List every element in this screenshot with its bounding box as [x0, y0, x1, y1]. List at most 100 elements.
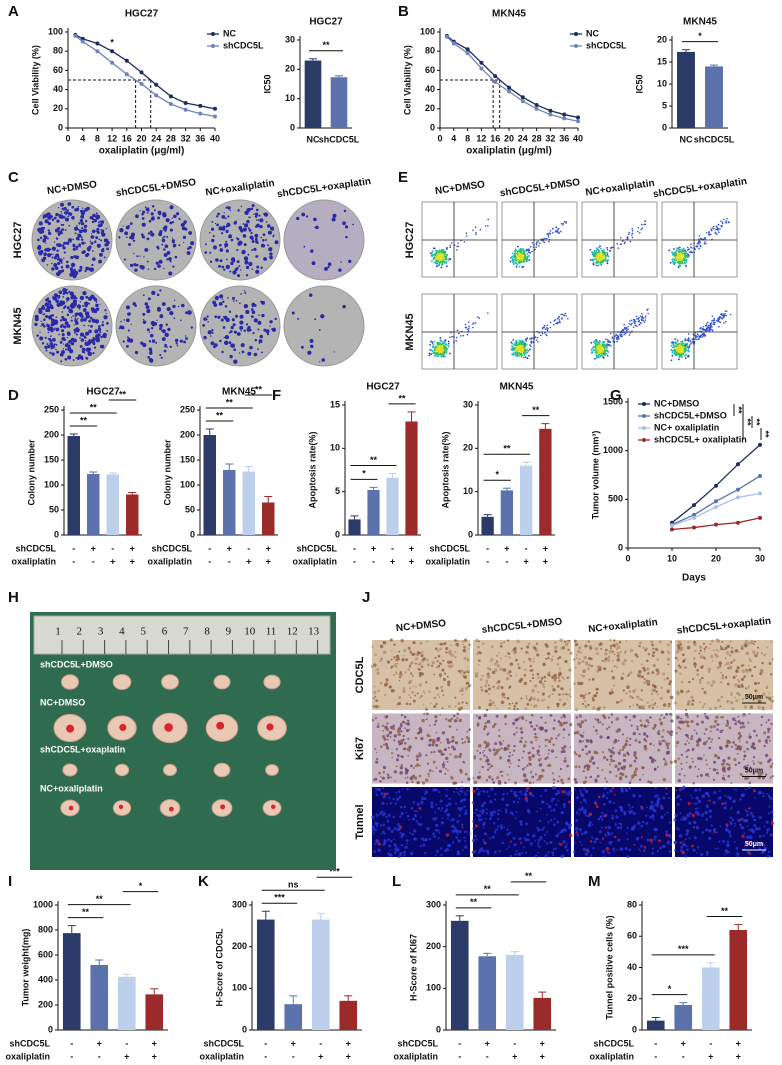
- cell: [722, 648, 725, 651]
- cell: [372, 697, 376, 700]
- condition-sign: -: [682, 1051, 685, 1061]
- colony: [54, 327, 56, 329]
- event: [545, 334, 548, 337]
- colony: [172, 244, 176, 248]
- cell: [383, 737, 387, 741]
- colony: [66, 288, 68, 291]
- colony: [291, 311, 295, 315]
- colony: [64, 321, 69, 326]
- cell: [623, 652, 626, 655]
- colony: [82, 304, 85, 307]
- cell: [682, 653, 685, 657]
- colony: [53, 319, 59, 324]
- y-tick-label: 100: [426, 983, 441, 993]
- event: [689, 340, 691, 342]
- colony: [225, 264, 230, 270]
- event: [725, 310, 728, 313]
- colony: [95, 320, 98, 323]
- cell: [463, 638, 468, 642]
- colony: [231, 318, 235, 322]
- cell: [441, 689, 444, 693]
- cell: [734, 683, 738, 687]
- cell: [677, 647, 680, 650]
- event: [690, 343, 692, 345]
- colony: [227, 206, 231, 210]
- event: [433, 256, 436, 259]
- cell: [525, 697, 528, 700]
- colony: [47, 337, 50, 340]
- tumor-spot: [118, 804, 124, 809]
- group-label: shCDC5L+DMSO: [40, 659, 113, 669]
- colony: [47, 253, 52, 258]
- colony: [271, 327, 277, 332]
- event: [548, 232, 551, 234]
- colony: [155, 261, 159, 265]
- event: [687, 340, 690, 342]
- cell: [444, 773, 447, 776]
- colony: [259, 334, 264, 339]
- colony: [75, 314, 78, 317]
- event: [672, 343, 675, 346]
- event: [563, 314, 565, 317]
- cell: [500, 686, 504, 690]
- cell: [646, 679, 650, 683]
- event: [595, 356, 598, 359]
- event: [460, 335, 462, 337]
- event: [725, 220, 728, 222]
- cell: [608, 691, 613, 695]
- event: [535, 242, 538, 245]
- cell: [631, 696, 634, 699]
- condition-sign: +: [318, 1051, 323, 1061]
- colony: [265, 221, 268, 223]
- colony: [66, 292, 69, 295]
- column-header: shCDC5L+oxaplatin: [276, 176, 371, 200]
- event: [592, 346, 595, 349]
- cell: [408, 728, 411, 731]
- colony: [172, 265, 175, 268]
- cell: [399, 771, 403, 775]
- chart-title: MKN45: [683, 17, 717, 28]
- event: [685, 250, 688, 253]
- colony: [84, 304, 88, 308]
- colony: [93, 240, 97, 244]
- event: [678, 356, 681, 358]
- ruler-number: 4: [119, 626, 125, 638]
- cell: [393, 663, 397, 666]
- colony: [255, 255, 259, 258]
- cell: [641, 705, 645, 709]
- significance-label: ***: [678, 944, 689, 954]
- colony: [78, 222, 81, 225]
- cell: [610, 688, 613, 691]
- colony: [265, 329, 270, 334]
- cell: [496, 707, 499, 710]
- colony: [228, 234, 233, 239]
- colony: [166, 258, 169, 261]
- event: [429, 349, 432, 351]
- colony: [53, 262, 58, 268]
- event: [596, 261, 599, 264]
- cell: [447, 719, 451, 722]
- cell: [373, 663, 377, 667]
- colony: [159, 230, 163, 234]
- colony: [211, 220, 214, 223]
- significance-label: **: [470, 897, 478, 907]
- event: [623, 333, 625, 336]
- event: [606, 251, 609, 254]
- cell: [678, 664, 681, 667]
- event: [546, 329, 549, 332]
- x-tick-label: 8: [95, 133, 100, 143]
- colony: [230, 261, 234, 266]
- event: [433, 351, 435, 354]
- series-marker: [154, 82, 159, 87]
- y-tick-label: 50: [49, 504, 59, 514]
- cell: [716, 666, 720, 670]
- cell: [582, 694, 586, 697]
- colony: [95, 215, 100, 220]
- colony: [220, 318, 224, 322]
- colony: [156, 319, 158, 321]
- colony: [221, 265, 225, 269]
- colony: [146, 309, 151, 314]
- event: [431, 250, 434, 253]
- colony: [344, 225, 349, 229]
- cell: [400, 638, 404, 643]
